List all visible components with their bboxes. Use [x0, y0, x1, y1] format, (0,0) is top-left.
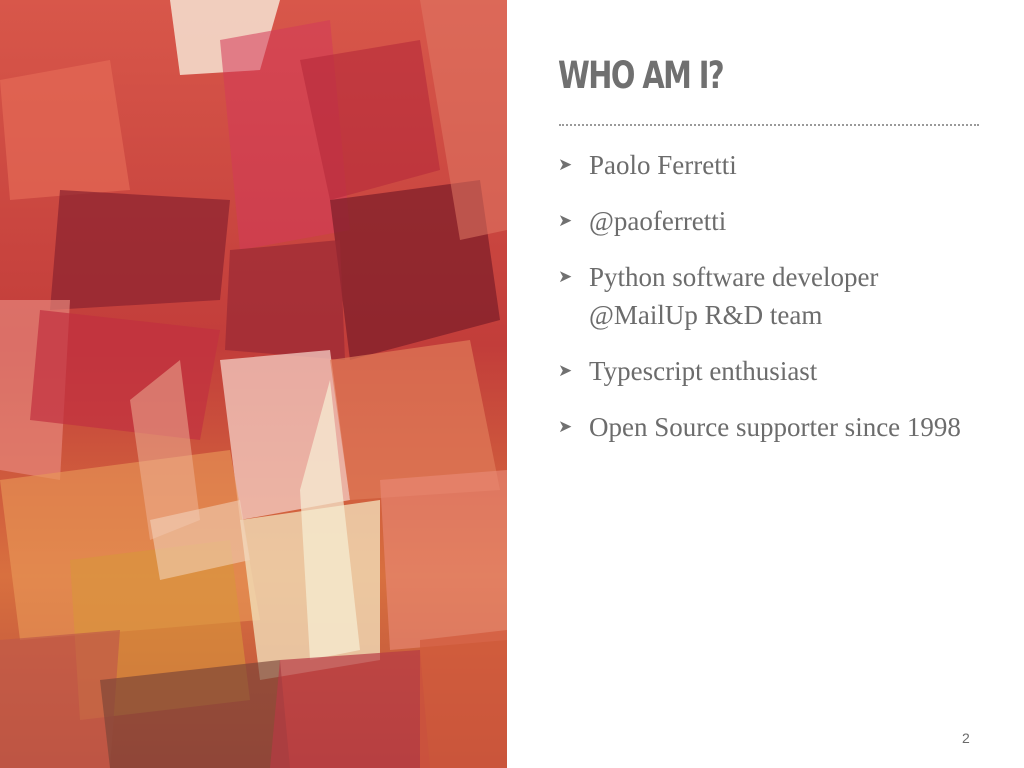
- bullet-item-name: ➤ Paolo Ferretti: [558, 146, 988, 184]
- abstract-art-graphic: [0, 0, 507, 768]
- bullet-text: Python software developer @MailUp R&D te…: [589, 262, 879, 330]
- bullet-list: ➤ Paolo Ferretti ➤ @paoferretti ➤ Python…: [558, 146, 988, 464]
- arrow-bullet-icon: ➤: [558, 361, 573, 381]
- bullet-text: @paoferretti: [589, 206, 727, 236]
- bullet-item-handle: ➤ @paoferretti: [558, 202, 988, 240]
- bullet-item-role: ➤ Python software developer @MailUp R&D …: [558, 258, 988, 334]
- arrow-bullet-icon: ➤: [558, 417, 573, 437]
- arrow-bullet-icon: ➤: [558, 211, 573, 231]
- bullet-text: Open Source supporter since 1998: [589, 412, 961, 442]
- bullet-item-open-source: ➤ Open Source supporter since 1998: [558, 408, 988, 446]
- bullet-text: Typescript enthusiast: [589, 356, 818, 386]
- bullet-text: Paolo Ferretti: [589, 150, 737, 180]
- arrow-bullet-icon: ➤: [558, 267, 573, 287]
- title-divider: [559, 124, 979, 126]
- bullet-item-interest: ➤ Typescript enthusiast: [558, 352, 988, 390]
- arrow-bullet-icon: ➤: [558, 155, 573, 175]
- slide-title: WHO AM I?: [558, 54, 725, 97]
- page-number: 2: [962, 730, 970, 746]
- abstract-art-image: [0, 0, 507, 768]
